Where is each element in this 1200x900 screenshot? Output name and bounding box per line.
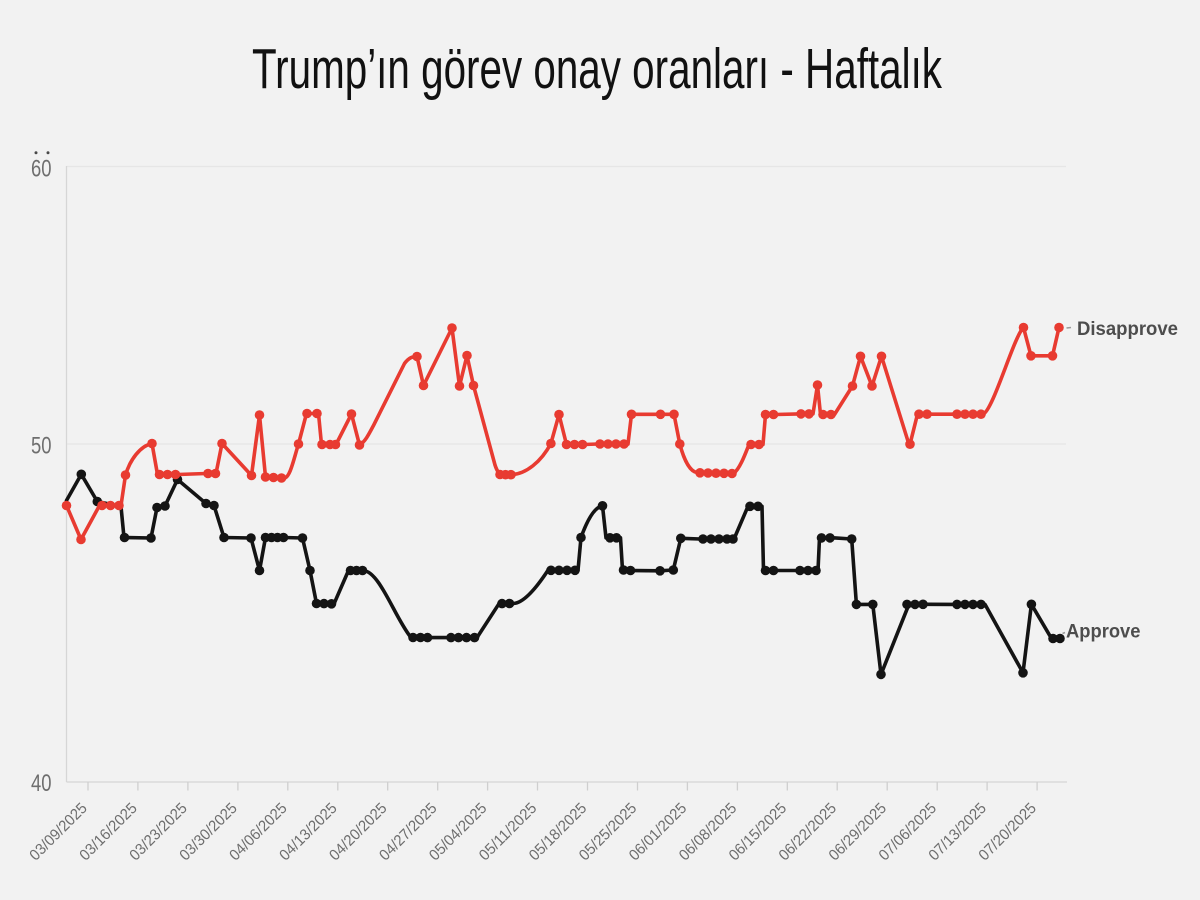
svg-text:Approve: Approve	[1066, 622, 1141, 643]
svg-text:50: 50	[31, 433, 52, 460]
svg-text:Disapprove: Disapprove	[1077, 319, 1178, 340]
svg-text:40: 40	[31, 770, 52, 797]
svg-text:60: 60	[31, 156, 52, 183]
svg-text:Trump’ın görev onay oranları -: Trump’ın görev onay oranları - Haftalık	[252, 37, 942, 101]
